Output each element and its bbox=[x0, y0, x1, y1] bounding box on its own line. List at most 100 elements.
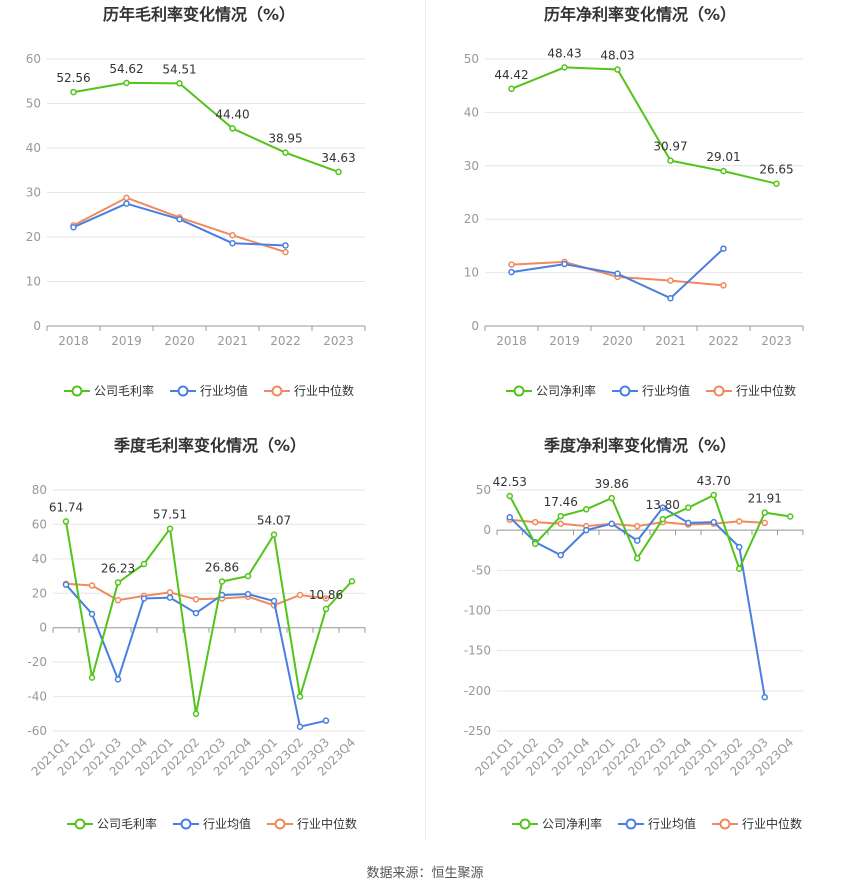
y-tick-label: 40 bbox=[26, 141, 41, 155]
data-point bbox=[508, 261, 515, 268]
x-tick-label: 2020 bbox=[602, 334, 633, 348]
y-tick-label: 10 bbox=[26, 275, 41, 289]
data-label: 44.40 bbox=[215, 107, 249, 121]
data-label: 43.70 bbox=[697, 474, 731, 488]
data-label: 13.80 bbox=[646, 498, 680, 512]
y-tick-label: -250 bbox=[464, 724, 491, 738]
data-point bbox=[88, 674, 96, 681]
data-point bbox=[659, 515, 666, 523]
data-point bbox=[176, 215, 183, 223]
data-source: 数据来源：恒生聚源 bbox=[366, 866, 484, 881]
data-point bbox=[720, 282, 727, 289]
data-point bbox=[736, 565, 743, 572]
data-point bbox=[70, 223, 77, 231]
chart-title: 历年毛利率变化情况（%） bbox=[103, 5, 295, 24]
data-point bbox=[88, 610, 96, 618]
data-point bbox=[123, 194, 130, 202]
data-label: 29.01 bbox=[706, 150, 740, 164]
legend-item-2: 行业均值 bbox=[612, 383, 690, 398]
x-tick-label: 2022 bbox=[270, 334, 301, 348]
y-tick-label: -100 bbox=[464, 604, 491, 618]
data-point bbox=[114, 579, 122, 586]
data-point bbox=[176, 80, 183, 87]
data-label: 30.97 bbox=[653, 140, 687, 154]
data-label: 61.74 bbox=[49, 500, 83, 514]
data-point bbox=[296, 723, 304, 730]
series-line-2 bbox=[65, 584, 327, 728]
y-tick-label: 20 bbox=[32, 586, 47, 600]
data-point bbox=[282, 248, 289, 256]
chart-panel-3: 季度毛利率变化情况（%）-60-40-200204060802021Q12021… bbox=[27, 436, 366, 831]
x-tick-label: 2018 bbox=[58, 334, 89, 348]
data-label: 52.56 bbox=[56, 71, 90, 85]
legend-marker bbox=[619, 385, 631, 397]
series-line-1 bbox=[73, 81, 339, 173]
data-label: 17.46 bbox=[544, 495, 578, 509]
data-point bbox=[270, 597, 278, 605]
data-point bbox=[296, 591, 304, 599]
legend-label: 行业均值 bbox=[648, 816, 696, 831]
y-tick-label: 30 bbox=[464, 159, 479, 173]
data-point bbox=[166, 589, 174, 596]
data-point bbox=[608, 494, 615, 502]
data-label: 54.07 bbox=[257, 514, 291, 528]
data-point bbox=[557, 512, 564, 520]
data-label: 26.23 bbox=[101, 562, 135, 576]
x-tick-label: 2022 bbox=[708, 334, 739, 348]
legend-item-1: 公司净利率 bbox=[506, 383, 596, 398]
data-point bbox=[322, 605, 330, 613]
data-label: 26.65 bbox=[759, 163, 793, 177]
y-tick-label: 40 bbox=[464, 105, 479, 119]
legend-item-2: 行业均值 bbox=[170, 383, 248, 398]
data-point bbox=[70, 88, 77, 96]
data-point bbox=[506, 492, 513, 500]
data-label: 54.62 bbox=[109, 62, 143, 76]
data-label: 54.51 bbox=[162, 62, 196, 76]
x-tick-label: 2020 bbox=[164, 334, 195, 348]
data-point bbox=[736, 543, 743, 551]
chart-panel-2: 历年净利率变化情况（%） 0 10 20 30 40 50 2018 2019 2020 2021 2… bbox=[464, 5, 804, 398]
data-point bbox=[348, 577, 356, 585]
data-point bbox=[229, 231, 236, 239]
data-point bbox=[710, 518, 717, 526]
data-point bbox=[685, 504, 692, 511]
data-point bbox=[62, 581, 70, 588]
data-point bbox=[62, 518, 70, 525]
data-point bbox=[720, 167, 727, 175]
data-point bbox=[614, 66, 621, 73]
data-point bbox=[140, 595, 148, 602]
data-point bbox=[761, 509, 768, 516]
data-point bbox=[773, 180, 780, 187]
data-point bbox=[561, 64, 568, 71]
x-tick-label: 2021 bbox=[217, 334, 248, 348]
legend-label: 公司毛利率 bbox=[97, 816, 157, 831]
legend-item-1: 公司毛利率 bbox=[67, 816, 157, 831]
chart-panel-4: 季度净利率变化情况（%）-250-200-150-100-500502021Q1… bbox=[464, 436, 804, 831]
data-point bbox=[88, 582, 96, 589]
chart-title: 历年净利率变化情况（%） bbox=[544, 5, 736, 24]
legend-marker bbox=[719, 818, 731, 830]
legend-marker bbox=[713, 385, 725, 397]
legend-item-2: 行业均值 bbox=[173, 816, 251, 831]
y-tick-label: -50 bbox=[471, 563, 491, 577]
y-tick-label: 40 bbox=[32, 552, 47, 566]
y-tick-label: -150 bbox=[464, 644, 491, 658]
y-tick-label: 20 bbox=[26, 230, 41, 244]
data-point bbox=[532, 540, 539, 548]
data-point bbox=[192, 596, 200, 603]
y-tick-label: 60 bbox=[26, 52, 41, 66]
data-point bbox=[583, 526, 590, 534]
series-line-1 bbox=[65, 521, 353, 714]
y-tick-label: 10 bbox=[464, 266, 479, 280]
chart-panel-1: 历年毛利率变化情况（%） 0 10 20 30 40 50 60 2018 2019 2020 202… bbox=[26, 5, 366, 398]
legend-label: 行业中位数 bbox=[736, 383, 796, 398]
y-tick-label: 60 bbox=[32, 517, 47, 531]
data-label: 34.63 bbox=[321, 151, 355, 165]
y-tick-label: 50 bbox=[26, 97, 41, 111]
legend-marker bbox=[519, 818, 531, 830]
y-tick-label: 0 bbox=[33, 319, 41, 333]
data-point bbox=[123, 79, 130, 87]
data-point bbox=[659, 504, 666, 511]
data-point bbox=[508, 85, 515, 93]
x-tick-label: 2019 bbox=[549, 334, 580, 348]
